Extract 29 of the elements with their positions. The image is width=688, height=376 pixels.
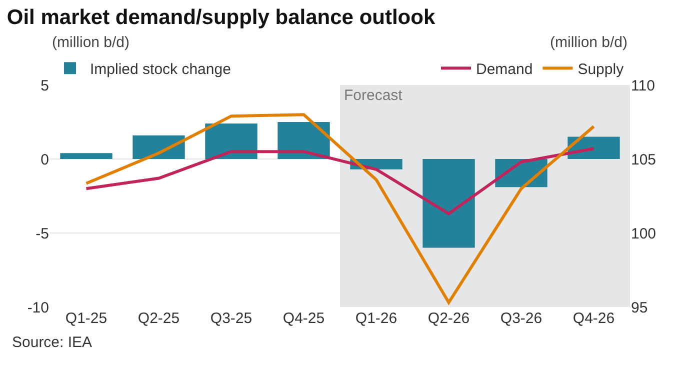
- bar: [422, 159, 475, 248]
- y-tick-label: -10: [27, 299, 49, 316]
- y2-axis-title: (million b/d): [550, 34, 628, 51]
- line-series: [84, 113, 596, 304]
- x-tick-label: Q2-26: [428, 310, 470, 327]
- x-tick-label: Q4-25: [282, 310, 325, 327]
- y2-tick-label: 95: [631, 299, 648, 316]
- y-tick-label: 5: [40, 77, 49, 94]
- source-note: Source: IEA: [12, 334, 92, 351]
- chart-title: Oil market demand/supply balance outlook: [6, 6, 436, 30]
- bar: [60, 153, 112, 159]
- bar: [205, 123, 258, 159]
- x-tick-label: Q1-25: [65, 310, 108, 327]
- x-tick-label: Q2-25: [138, 310, 180, 327]
- y-axis-title: (million b/d): [52, 34, 130, 51]
- x-tick-label: Q4-26: [572, 310, 615, 327]
- y-tick-label: -5: [36, 225, 49, 242]
- x-tick-label: Q3-25: [210, 310, 252, 327]
- y2-tick-label: 110: [631, 77, 655, 94]
- legend-label: Implied stock change: [90, 60, 231, 78]
- x-tick-label: Q1-26: [355, 310, 398, 327]
- legend-label: Demand: [476, 60, 533, 78]
- y-tick-label: 0: [40, 151, 49, 168]
- y2-tick-label: 105: [631, 151, 656, 168]
- band-label: Forecast: [344, 87, 404, 104]
- legend-label: Supply: [578, 60, 624, 78]
- line-series: [84, 147, 596, 216]
- y2-tick-label: 100: [631, 225, 656, 242]
- x-tick-label: Q3-26: [500, 310, 542, 327]
